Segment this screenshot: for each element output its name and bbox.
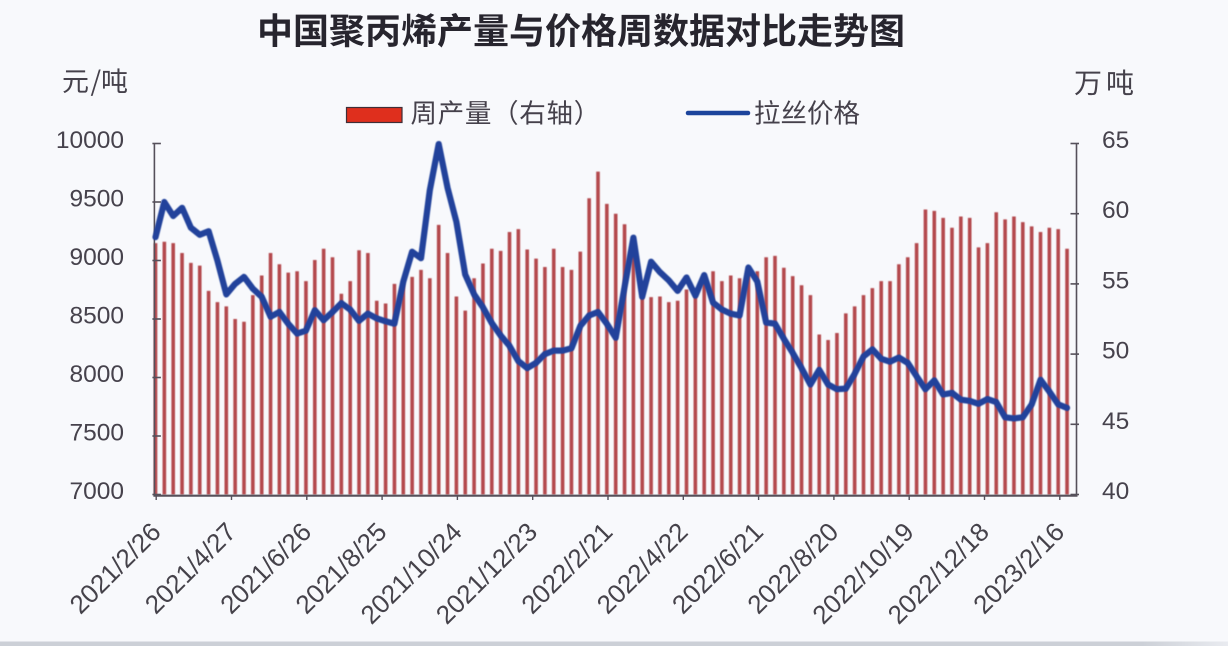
svg-text:7000: 7000 [69,478,124,505]
svg-text:10000: 10000 [56,127,124,154]
svg-text:50: 50 [1102,338,1129,365]
svg-text:40: 40 [1102,478,1129,505]
svg-text:60: 60 [1102,197,1129,224]
svg-text:8500: 8500 [69,303,124,330]
svg-text:45: 45 [1102,408,1129,435]
svg-text:9500: 9500 [69,186,124,213]
svg-text:55: 55 [1102,267,1129,294]
svg-text:65: 65 [1102,127,1129,154]
svg-text:7500: 7500 [69,420,124,447]
svg-text:9000: 9000 [69,244,124,271]
svg-text:8000: 8000 [69,361,124,388]
